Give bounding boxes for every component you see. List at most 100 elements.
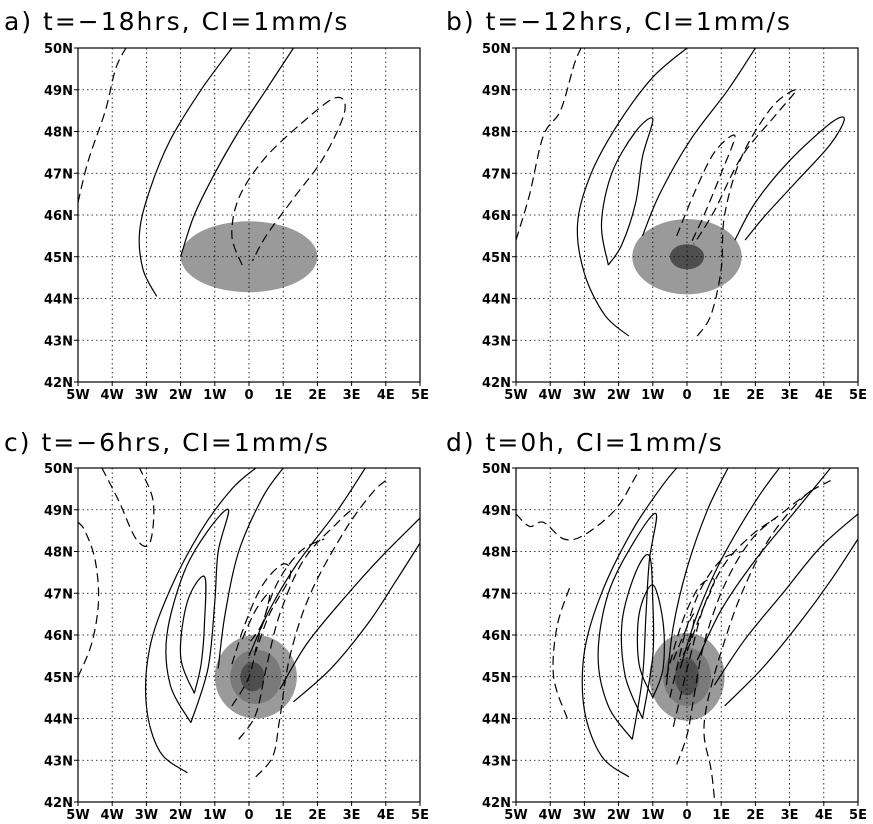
contour-negative — [672, 517, 777, 728]
y-tick-label: 50N — [44, 462, 73, 477]
y-tick-label: 45N — [44, 671, 73, 686]
x-tick-label: 1E — [712, 808, 730, 823]
x-tick-label: 4W — [539, 808, 562, 823]
y-tick-label: 48N — [44, 546, 73, 561]
contour-negative — [552, 584, 572, 719]
x-tick-label: 4E — [815, 388, 833, 403]
y-tick-label: 49N — [44, 504, 73, 519]
y-tick-label: 46N — [482, 629, 511, 644]
contour-positive — [734, 116, 845, 241]
y-tick-label: 45N — [482, 251, 511, 266]
plot-area — [516, 48, 858, 382]
x-tick-label: 3W — [573, 808, 596, 823]
x-tick-label: 1W — [641, 808, 664, 823]
contour-negative — [231, 563, 292, 665]
contour-positive — [248, 468, 366, 657]
y-tick-label: 49N — [44, 84, 73, 99]
contour-positive — [600, 117, 654, 266]
x-tick-label: 5W — [504, 808, 527, 823]
contour-negative — [255, 480, 387, 778]
x-tick-label: 1E — [274, 808, 292, 823]
x-tick-label: 4W — [101, 388, 124, 403]
x-tick-label: 1W — [641, 388, 664, 403]
y-tick-label: 43N — [482, 334, 511, 349]
contour-positive — [724, 538, 858, 707]
panel-title: b) t=−12hrs, CI=1mm/s — [446, 7, 792, 36]
contour-positive — [179, 575, 207, 694]
plot-area — [516, 468, 858, 802]
y-tick-label: 45N — [44, 251, 73, 266]
contour-positive — [165, 508, 230, 723]
y-tick-label: 44N — [44, 293, 73, 308]
x-tick-label: 2E — [308, 808, 326, 823]
contour-negative — [672, 613, 695, 661]
contour-negative — [516, 468, 640, 541]
y-tick-label: 46N — [44, 209, 73, 224]
contour-positive — [713, 513, 858, 686]
y-tick-label: 44N — [44, 713, 73, 728]
x-tick-label: 3W — [135, 388, 158, 403]
plot-area — [78, 48, 420, 382]
x-tick-label: 3E — [343, 388, 361, 403]
y-tick-label: 49N — [482, 84, 511, 99]
x-tick-label: 5E — [849, 808, 867, 823]
panel-b: b) t=−12hrs, CI=1mm/s 5W 4W 3W 2W 1W 0 1E 2E 3E 4E… — [446, 7, 867, 403]
contour-positive — [180, 48, 295, 257]
x-tick-label: 0 — [682, 808, 691, 823]
x-tick-label: 5W — [66, 808, 89, 823]
contour-positive — [636, 584, 665, 698]
contour-positive — [696, 468, 832, 661]
contour-positive — [145, 468, 257, 774]
y-tick-label: 44N — [482, 293, 511, 308]
y-tick-label: 47N — [44, 167, 73, 182]
contour-positive — [138, 48, 233, 297]
y-tick-label: 43N — [44, 334, 73, 349]
contour-negative — [516, 48, 582, 241]
x-tick-label: 2W — [169, 808, 192, 823]
x-tick-label: 2E — [308, 388, 326, 403]
x-tick-label: 2W — [607, 808, 630, 823]
x-tick-label: 4E — [815, 808, 833, 823]
x-tick-label: 3E — [781, 388, 799, 403]
y-tick-label: 45N — [482, 671, 511, 686]
panel-title: d) t=0h, CI=1mm/s — [446, 428, 724, 457]
panel-d: d) t=0h, CI=1mm/s 5W 4W 3W 2W 1W 0 1E 2E 3E 4E 5E 42… — [446, 428, 867, 823]
x-tick-label: 2E — [746, 388, 764, 403]
y-tick-label: 43N — [44, 754, 73, 769]
y-tick-label: 42N — [482, 376, 511, 391]
contour-positive — [217, 468, 284, 669]
plot-area — [78, 468, 420, 802]
x-tick-label: 0 — [244, 808, 253, 823]
x-tick-label: 3W — [573, 388, 596, 403]
y-tick-label: 46N — [44, 629, 73, 644]
contour-positive — [576, 48, 688, 337]
x-tick-label: 3E — [343, 808, 361, 823]
panel-title: a) t=−18hrs, CI=1mm/s — [4, 7, 349, 36]
contour-negative — [241, 592, 271, 644]
y-tick-label: 50N — [482, 42, 511, 57]
x-tick-label: 5E — [849, 388, 867, 403]
contour-positive — [620, 553, 655, 719]
y-tick-label: 48N — [482, 126, 511, 141]
x-tick-label: 4W — [101, 808, 124, 823]
panel-title: c) t=−6hrs, CI=1mm/s — [4, 428, 330, 457]
contour-positive — [665, 468, 729, 686]
x-tick-label: 1E — [274, 388, 292, 403]
contour-positive — [597, 512, 658, 740]
y-tick-label: 42N — [44, 796, 73, 811]
contour-negative — [78, 48, 127, 203]
x-tick-label: 3E — [781, 808, 799, 823]
contour-negative — [101, 468, 155, 547]
shading-dark — [240, 662, 265, 692]
x-tick-label: 5E — [411, 388, 429, 403]
panel-a: a) t=−18hrs, CI=1mm/s 5W 4W 3W 2W 1W 0 1E 2E 3E 4E… — [4, 7, 429, 403]
x-tick-label: 4W — [539, 388, 562, 403]
contour-negative — [238, 509, 352, 740]
contour-positive — [293, 542, 420, 703]
x-tick-label: 2E — [746, 808, 764, 823]
x-tick-label: 4E — [377, 808, 395, 823]
y-tick-label: 48N — [44, 126, 73, 141]
x-tick-label: 4E — [377, 388, 395, 403]
y-tick-label: 42N — [44, 376, 73, 391]
panel-c: c) t=−6hrs, CI=1mm/s 5W 4W 3W 2W 1W 0 1E 2E 3E 4E 5… — [4, 428, 429, 823]
